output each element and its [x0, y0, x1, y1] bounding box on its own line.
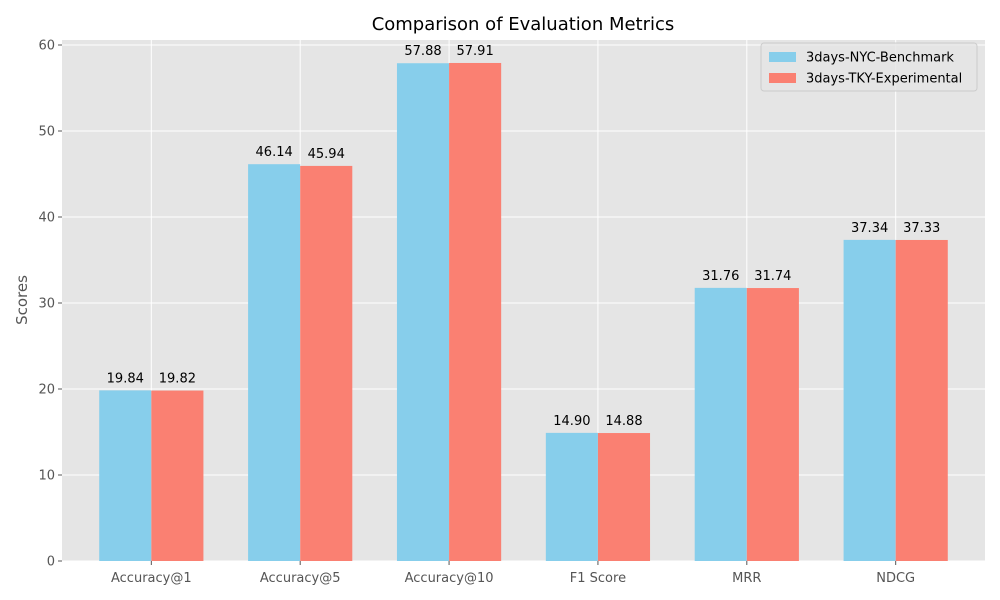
y-tick-label: 0 — [47, 555, 55, 570]
data-label: 31.74 — [754, 269, 791, 284]
bars — [99, 62, 948, 562]
data-label: 57.91 — [457, 44, 494, 59]
legend-label: 3days-TKY-Experimental — [806, 72, 962, 87]
data-label: 57.88 — [404, 44, 441, 59]
x-tick-label: NDCG — [876, 571, 915, 586]
data-label: 14.88 — [605, 414, 642, 429]
bar-tky-3 — [597, 433, 651, 561]
data-label: 14.90 — [553, 414, 590, 429]
bar-tky-0 — [151, 390, 204, 561]
x-tick-label: Accuracy@5 — [260, 571, 341, 586]
y-axis: 0 10 20 30 40 50 60 — [38, 39, 62, 570]
bar-tky-5 — [895, 239, 948, 561]
x-axis: Accuracy@1 Accuracy@5 Accuracy@10 F1 Score M… — [111, 561, 915, 586]
bar-nyc-1 — [248, 164, 301, 562]
legend: 3days-NYC-Benchmark 3days-TKY-Experimenta… — [760, 42, 978, 92]
y-tick-label: 20 — [38, 383, 55, 398]
y-tick-label: 60 — [38, 39, 55, 54]
legend-swatch — [769, 73, 796, 83]
data-label: 19.84 — [107, 371, 144, 386]
bar-nyc-5 — [843, 239, 896, 561]
x-tick-label: Accuracy@10 — [405, 571, 494, 586]
data-label: 46.14 — [256, 145, 293, 160]
bar-nyc-2 — [396, 63, 450, 562]
data-label: 37.34 — [851, 221, 888, 236]
plot-area — [62, 40, 985, 561]
x-tick-label: MRR — [732, 571, 761, 586]
legend-label: 3days-NYC-Benchmark — [806, 51, 954, 66]
bar-tky-4 — [746, 288, 799, 561]
y-tick-label: 10 — [38, 469, 55, 484]
data-label: 37.33 — [903, 221, 940, 236]
bar-nyc-0 — [99, 390, 152, 561]
bar-nyc-3 — [545, 432, 598, 561]
data-label: 31.76 — [702, 269, 739, 284]
y-tick-label: 40 — [38, 211, 55, 226]
y-tick-label: 30 — [38, 297, 55, 312]
data-label: 19.82 — [159, 372, 196, 387]
data-label: 45.94 — [308, 147, 345, 162]
x-tick-label: F1 Score — [570, 571, 626, 586]
legend-box — [760, 42, 978, 92]
bar-nyc-4 — [694, 287, 747, 561]
bar-tky-2 — [449, 62, 502, 561]
y-axis-label: Scores — [13, 275, 31, 325]
bar-tky-1 — [300, 165, 353, 561]
legend-swatch — [769, 52, 796, 62]
y-tick-label: 50 — [38, 125, 55, 140]
chart-title: Comparison of Evaluation Metrics — [372, 14, 675, 35]
x-tick-label: Accuracy@1 — [111, 571, 192, 586]
data-labels: 19.84 46.14 57.88 14.90 31.76 37.34 19.82 45.94… — [107, 44, 941, 429]
